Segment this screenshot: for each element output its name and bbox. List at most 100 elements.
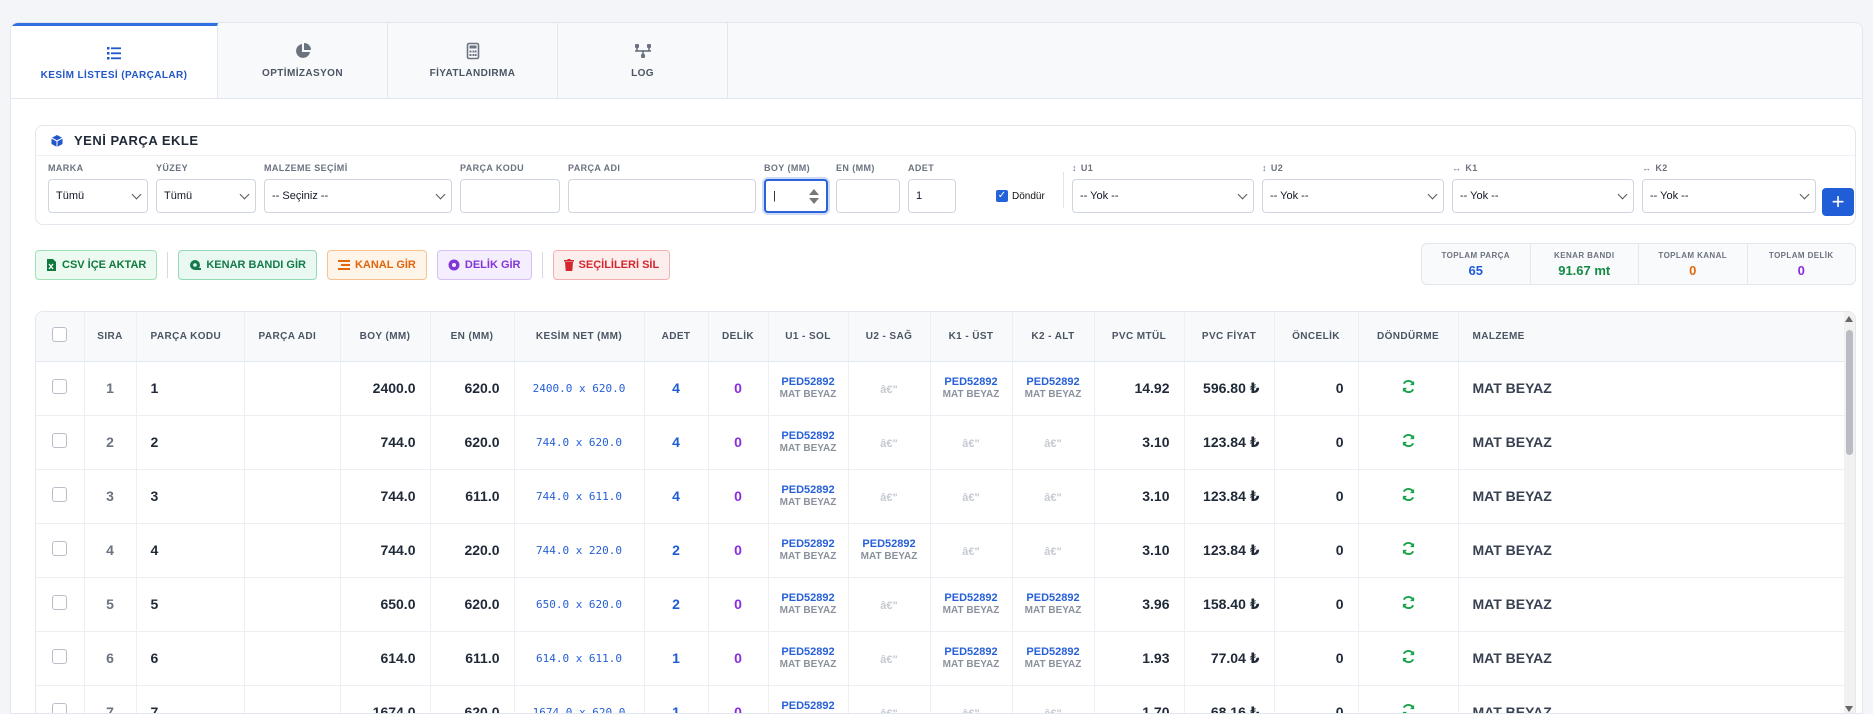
edge-material: MAT BEYAZ <box>779 550 837 562</box>
horizontal-arrows-icon: ↔ <box>1642 163 1652 173</box>
rotate-icon[interactable] <box>1358 469 1459 524</box>
tab-optimizasyon[interactable]: OPTİMİZASYON <box>218 23 388 98</box>
row-checkbox[interactable] <box>36 631 85 686</box>
edge-code: PED52892 <box>862 537 916 550</box>
row-checkbox[interactable] <box>36 577 85 632</box>
parca-kodu-input[interactable] <box>460 179 560 213</box>
col-header[interactable]: EN (MM) <box>430 312 515 362</box>
col-header[interactable]: DÖNDÜRME <box>1358 312 1459 362</box>
tab-kesim-listesi[interactable]: KESİM LİSTESİ (PARÇALAR) <box>11 23 218 98</box>
k1-select[interactable]: -- Yok -- <box>1452 179 1634 213</box>
hole-button[interactable]: DELİK GİR <box>436 250 532 280</box>
u1-select[interactable]: -- Yok -- <box>1072 179 1254 213</box>
rotate-icon[interactable] <box>1358 685 1459 713</box>
malzeme-select[interactable]: -- Seçiniz -- <box>264 179 452 213</box>
boy-label: BOY (MM) <box>764 163 811 173</box>
col-header[interactable]: PARÇA KODU <box>136 312 245 362</box>
row-checkbox[interactable] <box>36 685 85 713</box>
col-header[interactable]: MALZEME <box>1458 312 1847 362</box>
en-input[interactable] <box>836 179 900 213</box>
row-adet: 2 <box>644 523 709 578</box>
row-checkbox[interactable] <box>36 523 85 578</box>
row-kod: 2 <box>136 415 245 470</box>
k2-label: ↔ K2 <box>1642 163 1668 173</box>
rotate-icon[interactable] <box>1358 361 1459 416</box>
row-mtul: 1.93 <box>1094 631 1185 686</box>
marka-field: MARKA Tümü <box>48 162 148 213</box>
row-boy: 744.0 <box>340 415 431 470</box>
col-header[interactable]: ÖNCELİK <box>1274 312 1359 362</box>
col-header[interactable]: DELİK <box>708 312 769 362</box>
row-checkbox[interactable] <box>36 469 85 524</box>
rotate-icon[interactable] <box>1358 631 1459 686</box>
col-header[interactable]: U2 - SAĞ <box>848 312 931 362</box>
edge-cell-empty: â€" <box>1012 685 1095 713</box>
csv-import-button[interactable]: CSV İÇE AKTAR <box>35 250 158 280</box>
edge-cell-empty: â€" <box>848 361 931 416</box>
scroll-down-icon[interactable] <box>1845 706 1853 712</box>
yuzey-select[interactable]: Tümü <box>156 179 256 213</box>
scroll-thumb[interactable] <box>1846 330 1853 455</box>
tab-log[interactable]: LOG <box>558 23 728 98</box>
row-adi <box>244 685 341 713</box>
edge-band-label: KENAR BANDI GİR <box>206 259 306 271</box>
edge-code: PED52892 <box>1026 645 1080 658</box>
table-row[interactable]: 5 5 650.0 620.0 650.0 x 620.0 2 0 PED52892 MAT B… <box>36 577 1847 632</box>
k2-field: ↔ K2 -- Yok -- <box>1642 162 1816 213</box>
col-header[interactable]: K2 - ALT <box>1012 312 1095 362</box>
table-row[interactable]: 4 4 744.0 220.0 744.0 x 220.0 2 0 PED52892 MAT B… <box>36 523 1847 578</box>
k2-select[interactable]: -- Yok -- <box>1642 179 1816 213</box>
rotate-icon[interactable] <box>1358 415 1459 470</box>
col-header[interactable]: ADET <box>644 312 709 362</box>
col-header[interactable]: PVC MTÜL <box>1094 312 1185 362</box>
stat-label: TOPLAM PARÇA <box>1441 250 1510 260</box>
col-header[interactable]: U1 - SOL <box>768 312 849 362</box>
col-header[interactable]: PVC FİYAT <box>1184 312 1275 362</box>
add-part-button[interactable]: + <box>1822 188 1854 216</box>
row-checkbox[interactable] <box>36 415 85 470</box>
vertical-scrollbar[interactable] <box>1844 312 1855 713</box>
col-header[interactable]: SIRA <box>84 312 137 362</box>
col-header[interactable]: PARÇA ADI <box>244 312 341 362</box>
col-header[interactable]: KESİM NET (MM) <box>514 312 645 362</box>
row-mtul: 1.70 <box>1094 685 1185 713</box>
table-row[interactable]: 6 6 614.0 611.0 614.0 x 611.0 1 0 PED52892 MAT B… <box>36 631 1847 686</box>
scroll-up-icon[interactable] <box>1845 316 1853 322</box>
edge-band-button[interactable]: KENAR BANDI GİR <box>178 250 317 280</box>
rotate-icon[interactable] <box>1358 577 1459 632</box>
edge-cell-empty: â€" <box>848 415 931 470</box>
row-boy: 744.0 <box>340 523 431 578</box>
chevron-down-icon <box>1427 189 1438 199</box>
spinner-icon[interactable] <box>809 188 819 204</box>
col-header[interactable]: K1 - ÜST <box>930 312 1013 362</box>
table-row[interactable]: 1 1 2400.0 620.0 2400.0 x 620.0 4 0 PED52892 MAT… <box>36 361 1847 416</box>
csv-import-label: CSV İÇE AKTAR <box>62 259 147 271</box>
delete-selected-button[interactable]: SEÇİLİLERİ SİL <box>552 250 671 280</box>
table-body: 1 1 2400.0 620.0 2400.0 x 620.0 4 0 PED52892 MAT… <box>36 361 1847 713</box>
row-adet: 1 <box>644 631 709 686</box>
table-row[interactable]: 3 3 744.0 611.0 744.0 x 611.0 4 0 PED52892 MAT B… <box>36 469 1847 524</box>
boy-input[interactable]: | <box>764 179 828 213</box>
row-fiyat: 123.84 ₺ <box>1184 415 1275 470</box>
col-header[interactable]: BOY (MM) <box>340 312 431 362</box>
parca-adi-input[interactable] <box>568 179 756 213</box>
dondur-checkbox[interactable]: ✓ Döndür <box>996 190 1045 202</box>
select-all-checkbox[interactable] <box>36 312 85 362</box>
marka-select[interactable]: Tümü <box>48 179 148 213</box>
tab-fiyatlandirma[interactable]: FİYATLANDIRMA <box>388 23 558 98</box>
row-en: 611.0 <box>430 631 515 686</box>
empty-edge: â€" <box>880 438 898 450</box>
rotate-icon[interactable] <box>1358 523 1459 578</box>
channel-button[interactable]: KANAL GİR <box>326 250 427 280</box>
k2-value: -- Yok -- <box>1650 190 1689 202</box>
table-row[interactable]: 2 2 744.0 620.0 744.0 x 620.0 4 0 PED52892 MAT B… <box>36 415 1847 470</box>
edge-cell-empty: â€" <box>930 685 1013 713</box>
row-fiyat: 68.16 ₺ <box>1184 685 1275 713</box>
row-checkbox[interactable] <box>36 361 85 416</box>
adet-input[interactable]: 1 <box>908 179 956 213</box>
u2-select[interactable]: -- Yok -- <box>1262 179 1444 213</box>
